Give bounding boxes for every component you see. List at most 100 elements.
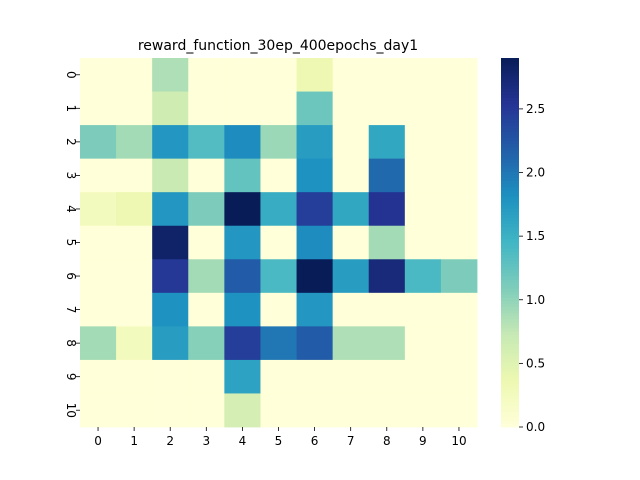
x-axis: 0 1 2 3 4 5 6 7 8 9 10 (94, 427, 467, 448)
colorbar-band (501, 417, 519, 422)
heatmap-cell (260, 158, 297, 193)
colorbar-band (501, 85, 519, 90)
colorbar-band (501, 331, 519, 336)
colorbar-band (501, 282, 519, 287)
colorbar-band (501, 374, 519, 379)
colorbar-band (501, 304, 519, 308)
heatmap-cell (368, 359, 406, 394)
colorbar-band (501, 257, 519, 262)
heatmap-cell (224, 91, 261, 126)
colorbar-band (501, 387, 519, 391)
heatmap-cell (260, 58, 297, 92)
colorbar-band (501, 67, 519, 71)
heatmap-cell (188, 359, 225, 394)
colorbar-band (501, 236, 519, 240)
heatmap-cell (116, 192, 153, 227)
heatmap-cell (152, 158, 189, 193)
colorbar-band (501, 359, 519, 363)
colorbar-band (501, 196, 519, 200)
heatmap-cell (116, 259, 153, 294)
colorbar-band (501, 307, 519, 311)
heatmap-cell (80, 58, 117, 92)
heatmap-cell (80, 259, 117, 294)
heatmap-cell (440, 91, 478, 126)
heatmap-cell (332, 125, 370, 160)
y-tick-label: 2 (64, 138, 78, 146)
y-tick-label: 5 (64, 239, 78, 247)
heatmap-cell (116, 158, 153, 193)
x-tick-label: 9 (419, 434, 427, 448)
colorbar-band (501, 211, 519, 216)
heatmap-cell (404, 58, 442, 92)
colorbar-tick-label: 1.0 (526, 293, 545, 307)
heatmap-cell (296, 326, 334, 361)
colorbar-band (501, 402, 519, 406)
heatmap-cell (116, 58, 153, 92)
colorbar-band (501, 288, 519, 293)
heatmap-cell (116, 292, 153, 327)
colorbar-band (501, 70, 519, 74)
heatmap-cell (152, 225, 189, 260)
heatmap-cell (152, 91, 189, 126)
colorbar-band (501, 383, 519, 388)
colorbar-band (501, 350, 519, 354)
heatmap-cell (296, 192, 334, 227)
colorbar-band (501, 214, 519, 219)
heatmap-cell (404, 125, 442, 160)
heatmap-cell (224, 292, 261, 327)
colorbar-band (501, 316, 519, 320)
heatmap-cell (260, 292, 297, 327)
colorbar-band (501, 91, 519, 96)
heatmap-cell (296, 259, 334, 294)
colorbar-band (501, 224, 519, 228)
colorbar-band (501, 325, 519, 330)
x-tick-label: 7 (347, 434, 355, 448)
colorbar-band (501, 285, 519, 290)
heatmap-cell (116, 359, 153, 394)
colorbar-band (501, 61, 519, 65)
colorbar-band (501, 334, 519, 339)
colorbar-band (501, 202, 519, 207)
x-tick-label: 2 (166, 434, 174, 448)
heatmap-cell (404, 192, 442, 227)
colorbar-band (501, 76, 519, 81)
colorbar-band (501, 365, 519, 370)
x-tick-label: 3 (202, 434, 210, 448)
colorbar-band (501, 310, 519, 314)
heatmap-cell (188, 292, 225, 327)
y-axis: 0 1 2 3 4 5 6 7 8 9 10 (64, 71, 80, 418)
heatmap-cell (404, 158, 442, 193)
heatmap-cell (224, 259, 261, 294)
colorbar-tick-label: 1.5 (526, 229, 545, 243)
colorbar-band (501, 322, 519, 327)
heatmap-cell (116, 393, 153, 428)
colorbar-band (501, 177, 519, 182)
heatmap-cell (152, 125, 189, 160)
heatmap-cell (80, 125, 117, 160)
heatmap-cell (440, 292, 478, 327)
heatmap-cell (80, 359, 117, 394)
heatmap-cell (260, 225, 297, 260)
colorbar-band (501, 248, 519, 253)
heatmap-cell (332, 192, 370, 227)
heatmap-cell (188, 91, 225, 126)
colorbar-band (501, 291, 519, 296)
colorbar-band (501, 208, 519, 213)
heatmap-cell (332, 58, 370, 92)
heatmap-cell (440, 158, 478, 193)
colorbar-band (501, 144, 519, 148)
heatmap-cell (80, 326, 117, 361)
heatmap-cell (188, 58, 225, 92)
colorbar-band (501, 245, 519, 250)
heatmap-cell (368, 58, 406, 92)
heatmap-cell (404, 91, 442, 126)
colorbar-band (501, 134, 519, 139)
heatmap-cell (404, 393, 442, 428)
colorbar-band (501, 141, 519, 145)
heatmap-cell (368, 158, 406, 193)
colorbar-band (501, 193, 519, 197)
colorbar-band (501, 343, 519, 348)
colorbar-band (501, 279, 519, 283)
y-tick-label: 7 (64, 306, 78, 314)
colorbar-band (501, 319, 519, 323)
